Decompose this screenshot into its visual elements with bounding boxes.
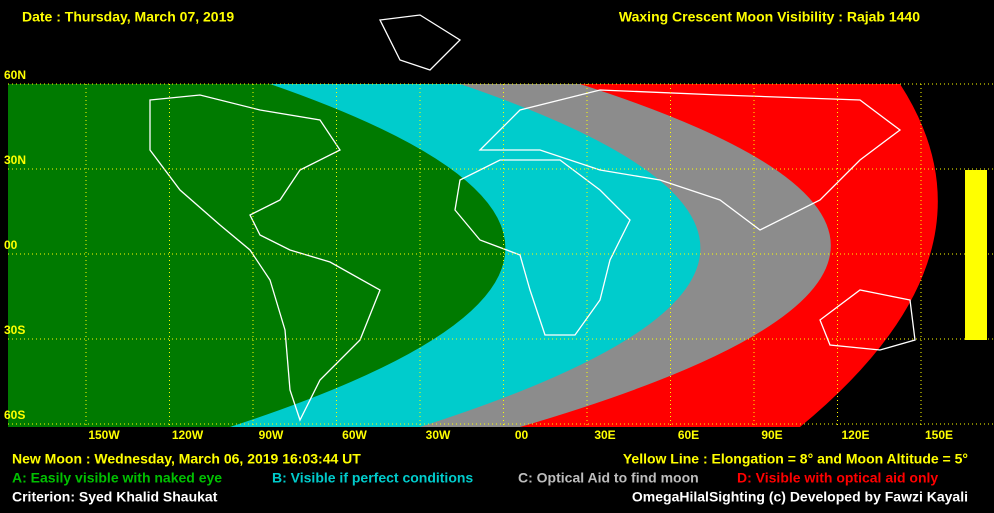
visibility-zones	[8, 84, 987, 427]
legend-c: C: Optical Aid to find moon	[518, 470, 699, 486]
longitude-label: 90E	[761, 428, 782, 442]
credit: OmegaHilalSighting (c) Developed by Fawz…	[632, 489, 968, 505]
eurasia	[478, 89, 902, 231]
longitude-label: 150W	[88, 428, 120, 442]
longitude-label: 90W	[259, 428, 284, 442]
date: Date : Thursday, March 07, 2019	[22, 9, 234, 25]
latitude-label: 60S	[4, 408, 25, 422]
longitude-label: 120E	[841, 428, 869, 442]
coastlines	[149, 14, 916, 422]
latitude-label: 30N	[4, 153, 26, 167]
latitude-label: 00	[4, 238, 18, 252]
longitude-label: 150E	[925, 428, 953, 442]
longitude-label: 120W	[172, 428, 204, 442]
new-moon: New Moon : Wednesday, March 06, 2019 16:…	[12, 451, 361, 467]
latitude-label: 60N	[4, 68, 26, 82]
australia	[819, 289, 916, 351]
greenland	[379, 14, 462, 71]
legend-d: D: Visible with optical aid only	[737, 470, 938, 486]
africa	[454, 159, 631, 336]
criterion: Criterion: Syed Khalid Shaukat	[12, 489, 218, 505]
longitude-label: 30E	[594, 428, 615, 442]
americas	[149, 94, 381, 422]
yellow-line	[965, 170, 987, 340]
title: Waxing Crescent Moon Visibility : Rajab …	[619, 9, 920, 25]
graticule	[8, 83, 994, 427]
latitude-label: 30S	[4, 323, 25, 337]
legend-a: A: Easily visible with naked eye	[12, 470, 222, 486]
longitude-label: 30W	[426, 428, 451, 442]
longitude-label: 60W	[342, 428, 367, 442]
legend-b: B: Visible if perfect conditions	[272, 470, 473, 486]
zone-a	[8, 84, 506, 427]
yellow-line-note: Yellow Line : Elongation = 8° and Moon A…	[623, 451, 968, 467]
longitude-label: 00	[515, 428, 529, 442]
longitude-label: 60E	[678, 428, 699, 442]
